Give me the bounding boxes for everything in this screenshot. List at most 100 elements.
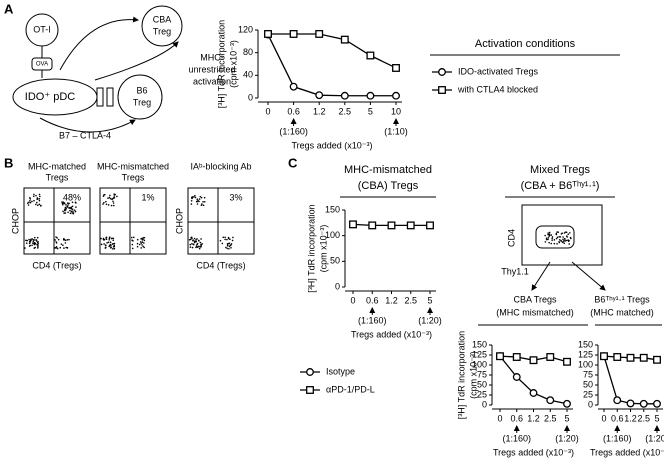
diagram-label: unrestricted [188,64,235,74]
axis-label: CHOP [174,208,184,234]
axis-label: CD4 [506,229,516,247]
flow-dot [194,194,196,197]
flow-dot [66,247,69,249]
flow-dot [189,243,192,246]
flow-dot [132,240,134,242]
flow-dot [28,238,30,241]
flow-dot [203,196,206,199]
flow-dot [110,245,112,247]
flow-dot [26,202,29,205]
annotation: (1:160) [603,433,632,443]
flow-dot [561,232,563,235]
flow-dot [200,245,202,248]
flow-dot [202,204,205,207]
flow-dot [25,239,27,242]
marker [600,352,608,361]
flow-dot [31,200,33,203]
y-tick-label: 150 [472,339,487,349]
flow-dot [32,238,35,241]
flow-dot [33,193,35,196]
flow-dot [558,238,561,241]
flow-dot [550,234,553,236]
flow-dot [35,194,37,197]
y-tick-label: 75 [477,369,487,379]
flow-dot [64,212,67,214]
annotation: (1:10) [384,126,408,136]
flow-dot [72,212,75,215]
flow-dot [109,194,111,197]
marker [512,353,521,361]
marker [315,30,324,38]
flow-dot [100,243,103,246]
flow-dot [219,239,222,242]
flow-dot [143,246,145,249]
flow-dot [113,193,115,195]
flow-dot [545,238,548,241]
flow-dot [141,244,143,246]
y-tick-label: 0 [335,281,340,291]
flow-dot [545,237,548,239]
flow-dot [71,201,74,204]
flow-dot [193,237,196,240]
legend-title: Activation conditions [475,38,576,50]
flow-dot [190,236,192,239]
flow-dot [33,242,35,244]
flow-dot [113,242,116,245]
series-line [603,356,657,405]
flow-dot [140,238,142,240]
flow-dot [66,206,68,208]
flow-dot [194,240,197,243]
flow-dot [556,236,559,239]
chart-title: (MHC matched) [590,307,654,317]
flow-dot [558,236,561,238]
flow-dot [566,236,568,238]
flow-dot [190,200,193,202]
flow-dot [75,206,77,208]
y-tick-label: 150 [325,204,340,214]
flow-dot [202,201,204,203]
y-tick-label: 50 [477,379,487,389]
series-line [267,34,396,97]
flow-dot [112,200,114,203]
y-tick-label: 50 [583,379,593,389]
flow-dot [37,240,39,243]
flow-dot [107,197,109,199]
flow-dot [102,203,104,205]
y-axis-label: [³H] TdR incorporation [306,204,316,292]
flow-dot [142,245,144,248]
flow-dot [68,202,70,205]
annotation: (1:20) [645,433,664,443]
flow-dot [199,241,202,244]
flow-dot [112,239,115,242]
diagram-label: CBA [153,14,172,24]
flow-dot [55,236,57,238]
flow-title: MHC-matched [28,161,86,171]
flow-dot [35,203,37,206]
x-tick-label: 2.5 [544,413,557,423]
marker [546,353,555,361]
flow-dot [61,201,63,203]
flow-dot [190,203,193,205]
flow-dot [142,238,144,241]
mixed-title: Mixed Tregs [530,164,590,176]
flow-dot [105,200,107,203]
x-tick-label: 5 [368,106,373,116]
flow-dot [38,199,41,202]
flow-dot [116,195,118,198]
flow-dot [232,236,234,239]
flow-dot [547,232,549,234]
panel-label: A [4,1,14,16]
flow-dot [66,239,69,241]
flow-title: Tregs [46,172,69,182]
x-tick-label: 1.2 [385,295,398,305]
flow-dot [131,247,134,250]
flow-dot [34,239,36,241]
flow-dot [563,232,566,234]
flow-dot [230,243,233,245]
flow-dot [564,240,566,242]
legend-marker [306,368,314,376]
flow-dot [36,201,38,204]
flow-dot [195,239,197,241]
marker [639,353,648,362]
